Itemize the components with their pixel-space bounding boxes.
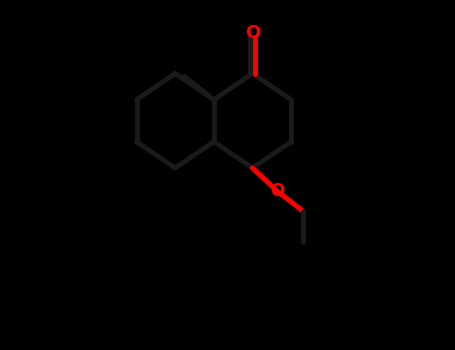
Text: O: O: [270, 182, 285, 201]
Text: O: O: [245, 23, 260, 42]
